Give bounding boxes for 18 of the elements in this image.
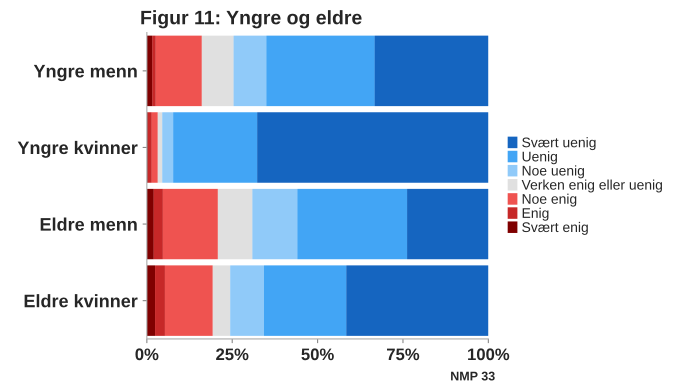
x-tick-label: 75%	[387, 348, 420, 360]
legend-label: Noe enig	[522, 194, 576, 207]
legend-label: Verken enig eller uenig	[522, 180, 662, 192]
legend-label: Svært uenig	[522, 137, 596, 150]
y-tick-label: Yngre menn	[34, 64, 137, 82]
x-tick-label: 50%	[301, 348, 334, 360]
legend-label: Noe uenig	[522, 165, 584, 178]
chart-title: Figur 11: Yngre og eldre	[141, 10, 362, 28]
text: NMP 33	[451, 372, 495, 381]
x-tick-label: 25%	[216, 348, 248, 360]
legend-label: Uenig	[522, 151, 557, 164]
legend-label: Svært enig	[522, 222, 588, 235]
y-tick-label: Eldre menn	[40, 218, 137, 231]
x-tick-label: 0%	[135, 348, 158, 360]
x-tick-label: 100%	[468, 348, 510, 360]
y-tick-label: Eldre kvinner	[24, 294, 138, 308]
y-tick-label: Yngre kvinner	[18, 140, 138, 158]
legend-label: Enig	[522, 208, 548, 221]
